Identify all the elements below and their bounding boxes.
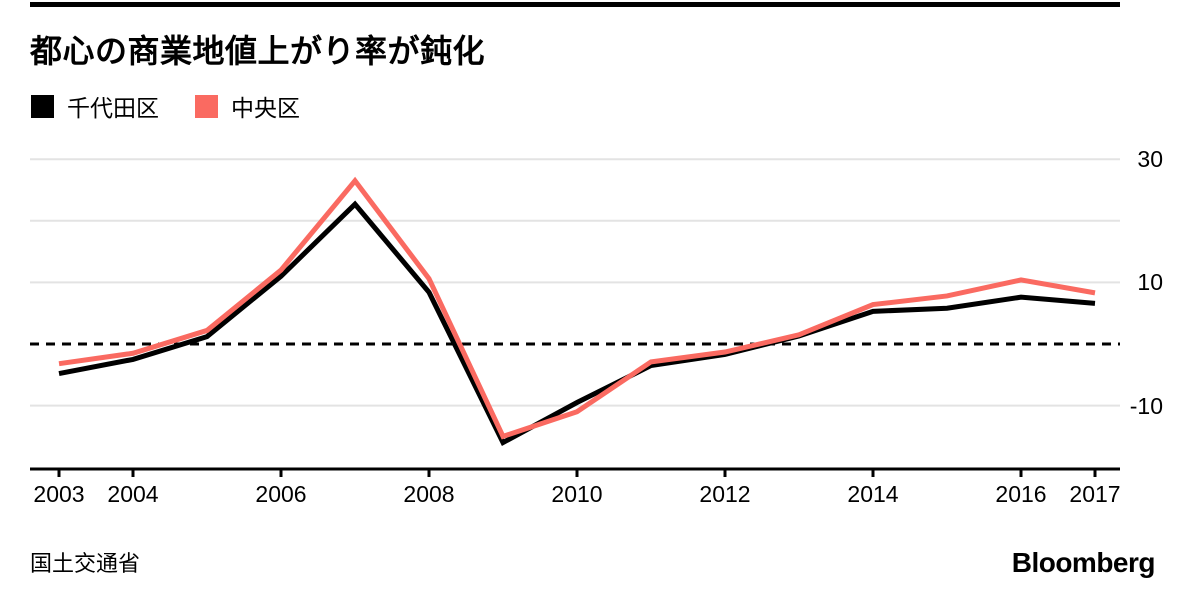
y-axis-label-30: 30 [1137, 146, 1163, 173]
legend-item-chuo: 中央区 [195, 89, 300, 123]
series-line-1 [58, 176, 1096, 440]
legend-label: 千代田区 [67, 95, 159, 121]
x-axis-label-2012: 2012 [699, 481, 751, 507]
x-axis-label-2010: 2010 [551, 481, 603, 507]
top-accent-bar [30, 2, 1120, 7]
source-note: 国土交通省 [30, 551, 141, 576]
chart-title: 都心の商業地値上がり率が鈍化 [30, 33, 486, 69]
x-axis-label-2003: 2003 [33, 481, 85, 507]
legend-swatch-black [31, 94, 54, 118]
x-axis-label-2014: 2014 [847, 481, 899, 507]
legend-item-chiyoda: 千代田区 [31, 89, 159, 123]
legend: 千代田区 中央区 [31, 89, 336, 123]
legend-swatch-pink [195, 94, 218, 118]
x-axis-label-2008: 2008 [403, 481, 455, 507]
x-axis-label-2004: 2004 [107, 481, 159, 507]
series-line-0 [58, 200, 1096, 446]
legend-label: 中央区 [231, 95, 300, 121]
x-axis-label-2017: 2017 [1069, 481, 1121, 507]
x-axis-label-2016: 2016 [995, 481, 1047, 507]
bloomberg-logo: Bloomberg [1011, 547, 1156, 578]
y-axis-label--10: -10 [1129, 392, 1163, 419]
y-axis-label-10: 10 [1137, 269, 1163, 296]
x-axis-label-2006: 2006 [255, 481, 307, 507]
